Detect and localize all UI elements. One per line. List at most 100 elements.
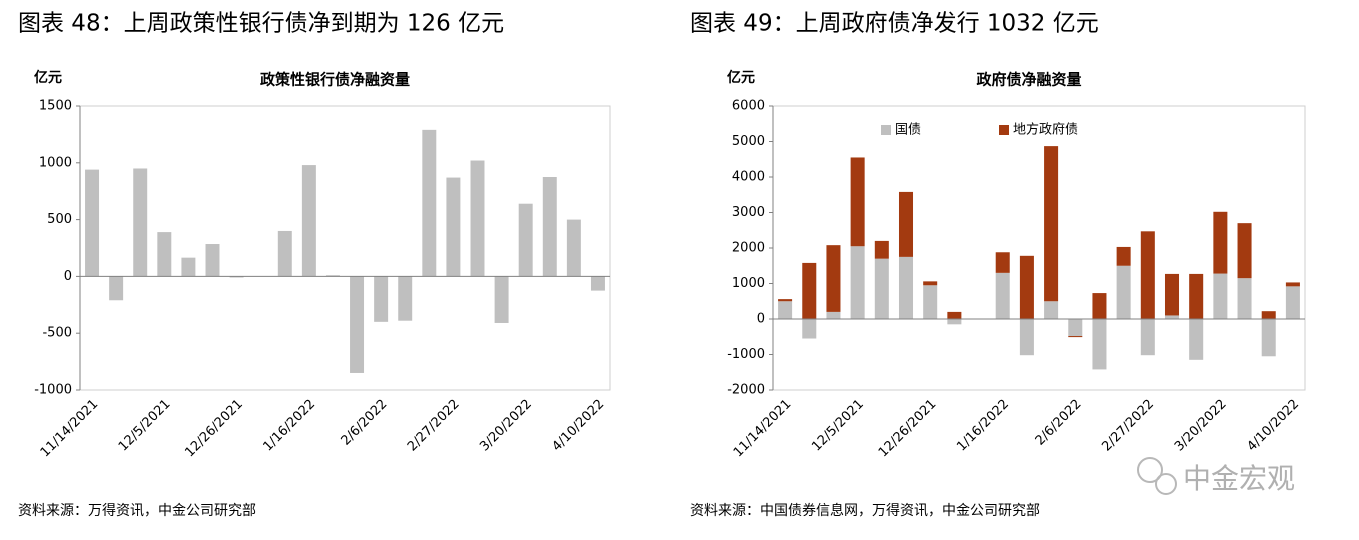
bar — [1116, 246, 1131, 266]
bar — [923, 281, 938, 286]
bar — [1092, 319, 1107, 370]
bar — [1213, 273, 1228, 319]
y-tick-label: -500 — [42, 326, 72, 341]
bar — [1189, 319, 1204, 360]
y-tick-label: 5000 — [732, 134, 765, 149]
bar — [590, 276, 605, 291]
bar — [898, 191, 914, 257]
bar — [1019, 319, 1034, 356]
bar — [1019, 255, 1034, 319]
y-axis-label: 亿元 — [727, 69, 755, 86]
bar — [133, 168, 148, 277]
bar — [277, 230, 292, 277]
bar — [566, 219, 581, 277]
bar — [398, 276, 413, 321]
bar — [947, 319, 962, 325]
x-tick-label: 4/10/2022 — [550, 397, 608, 455]
bar — [542, 177, 557, 277]
x-tick-label: 2/6/2022 — [339, 397, 391, 449]
bar — [1237, 223, 1252, 279]
bar — [923, 285, 938, 319]
bar — [446, 177, 461, 277]
y-axis-label: 亿元 — [34, 69, 62, 86]
bar — [229, 276, 244, 278]
y-tick-label: 2000 — [732, 241, 765, 256]
bar — [1164, 315, 1180, 319]
x-tick-label: 2/6/2022 — [1033, 397, 1085, 449]
x-tick-label: 4/10/2022 — [1244, 397, 1302, 455]
watermark-text: 中金宏观 — [1183, 462, 1295, 495]
bar — [1189, 273, 1204, 319]
bars — [85, 129, 605, 373]
bar — [778, 299, 793, 302]
x-tick-label: 11/14/2021 — [38, 397, 102, 461]
y-tick-label: -2000 — [727, 383, 765, 398]
bar — [1068, 319, 1083, 337]
bar — [494, 276, 509, 323]
bar — [470, 160, 485, 277]
bar — [301, 165, 316, 277]
source: 资料来源：中国债券信息网，万得资讯，中金公司研究部 — [690, 502, 1040, 519]
bar — [1237, 278, 1252, 319]
bar — [874, 240, 889, 259]
bar — [1116, 265, 1131, 319]
bar — [422, 129, 437, 277]
x-tick-label: 2/27/2022 — [405, 397, 463, 455]
y-tick-label: 500 — [47, 212, 72, 227]
bar — [181, 257, 196, 277]
bar — [874, 258, 889, 319]
source: 资料来源：万得资讯，中金公司研究部 — [18, 502, 256, 519]
bar — [826, 245, 841, 312]
bar — [1285, 282, 1300, 287]
y-tick-label: 0 — [64, 269, 72, 284]
bar — [1140, 319, 1155, 356]
bar — [374, 276, 389, 322]
chart-title: 政府债净融资量 — [976, 71, 1081, 89]
bar — [518, 203, 533, 277]
figure-title: 图表 48：上周政策性银行债净到期为 126 亿元 — [18, 11, 504, 37]
bar — [1285, 286, 1300, 319]
bar — [1261, 319, 1276, 357]
bar — [778, 301, 793, 319]
x-tick-label: 2/27/2022 — [1099, 397, 1157, 455]
figure-title: 图表 49：上周政府债净发行 1032 亿元 — [690, 11, 1099, 37]
y-tick-label: 3000 — [732, 205, 765, 220]
bar — [826, 311, 841, 319]
legend-swatch — [999, 125, 1009, 135]
bar — [350, 276, 365, 373]
bar — [802, 262, 817, 319]
watermark-icon — [1137, 457, 1163, 483]
bar — [1140, 231, 1155, 319]
bar — [1044, 301, 1059, 319]
y-tick-label: 4000 — [732, 170, 765, 185]
bar — [947, 311, 962, 319]
watermark: 中金宏观 — [1137, 457, 1295, 495]
bar — [802, 319, 817, 339]
bars — [778, 146, 1300, 370]
bar — [850, 157, 865, 247]
chart-title: 政策性银行债净融资量 — [260, 71, 410, 89]
watermark-icon — [1155, 473, 1177, 495]
legend-swatch — [881, 125, 891, 135]
bar — [1092, 293, 1107, 319]
bar — [995, 252, 1010, 273]
bar — [109, 276, 124, 301]
x-tick-label: 1/16/2022 — [954, 397, 1012, 455]
x-tick-label: 11/14/2021 — [731, 397, 795, 461]
y-tick-label: 0 — [757, 312, 765, 327]
x-tick-label: 12/26/2021 — [182, 397, 246, 461]
y-tick-label: 1000 — [39, 155, 72, 170]
legend-label: 地方政府债 — [1013, 122, 1078, 138]
legend-label: 国债 — [895, 123, 921, 138]
bar — [1261, 311, 1276, 319]
x-tick-label: 3/20/2022 — [477, 397, 535, 455]
x-tick-label: 3/20/2022 — [1172, 397, 1230, 455]
x-tick-label: 12/5/2021 — [809, 397, 867, 455]
y-tick-label: 1500 — [39, 99, 72, 114]
bar — [995, 272, 1010, 319]
y-tick-label: 1000 — [732, 276, 765, 291]
bar — [205, 244, 220, 277]
bar — [898, 256, 914, 319]
